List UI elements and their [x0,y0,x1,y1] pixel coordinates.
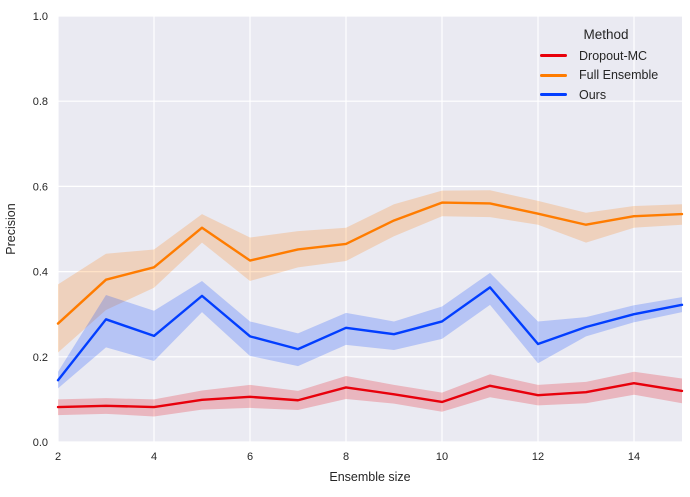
line-full-ensemble [56,201,684,325]
line-ours [56,286,684,382]
legend-item-label: Ours [579,87,607,102]
x-tick-label: 4 [151,451,157,463]
legend: Method Dropout-MC Full Ensemble Ours [540,25,672,105]
y-tick-label: 0.8 [33,96,48,108]
legend-items: Dropout-MC Full Ensemble Ours [540,46,672,105]
y-tick-label: 0.4 [33,267,48,279]
plot-area [58,16,682,442]
y-axis-label: Precision [4,203,18,255]
x-axis-label: Ensemble size [329,470,411,484]
legend-item-dropout-mc: Dropout-MC [540,46,672,66]
legend-line-swatch-icon [540,54,567,58]
legend-item-label: Full Ensemble [579,68,659,83]
x-tick-label: 2 [55,451,61,463]
x-tick-label: 10 [436,451,448,463]
y-tick-label: 0.6 [33,181,48,193]
confidence-band-full-ensemble [58,190,682,353]
x-tick-label: 12 [532,451,544,463]
confidence-band-dropout-mc [58,371,682,417]
legend-item-ours: Ours [540,85,672,105]
legend-line-swatch-icon [540,73,567,77]
legend-line-swatch-icon [540,93,567,97]
x-tick-label: 8 [343,451,349,463]
y-tick-label: 1.0 [33,11,48,23]
x-tick-label: 6 [247,451,253,463]
y-tick-label: 0.0 [33,437,48,449]
x-tick-label: 14 [628,451,640,463]
legend-item-label: Dropout-MC [579,48,648,63]
legend-item-full-ensemble: Full Ensemble [540,66,672,86]
legend-title: Method [583,27,629,42]
line-dropout-mc [56,382,684,409]
y-tick-label: 0.2 [33,352,48,364]
